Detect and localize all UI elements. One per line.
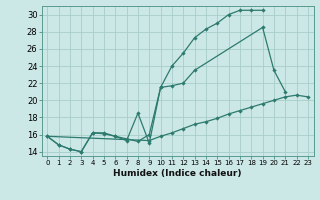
X-axis label: Humidex (Indice chaleur): Humidex (Indice chaleur) <box>113 169 242 178</box>
